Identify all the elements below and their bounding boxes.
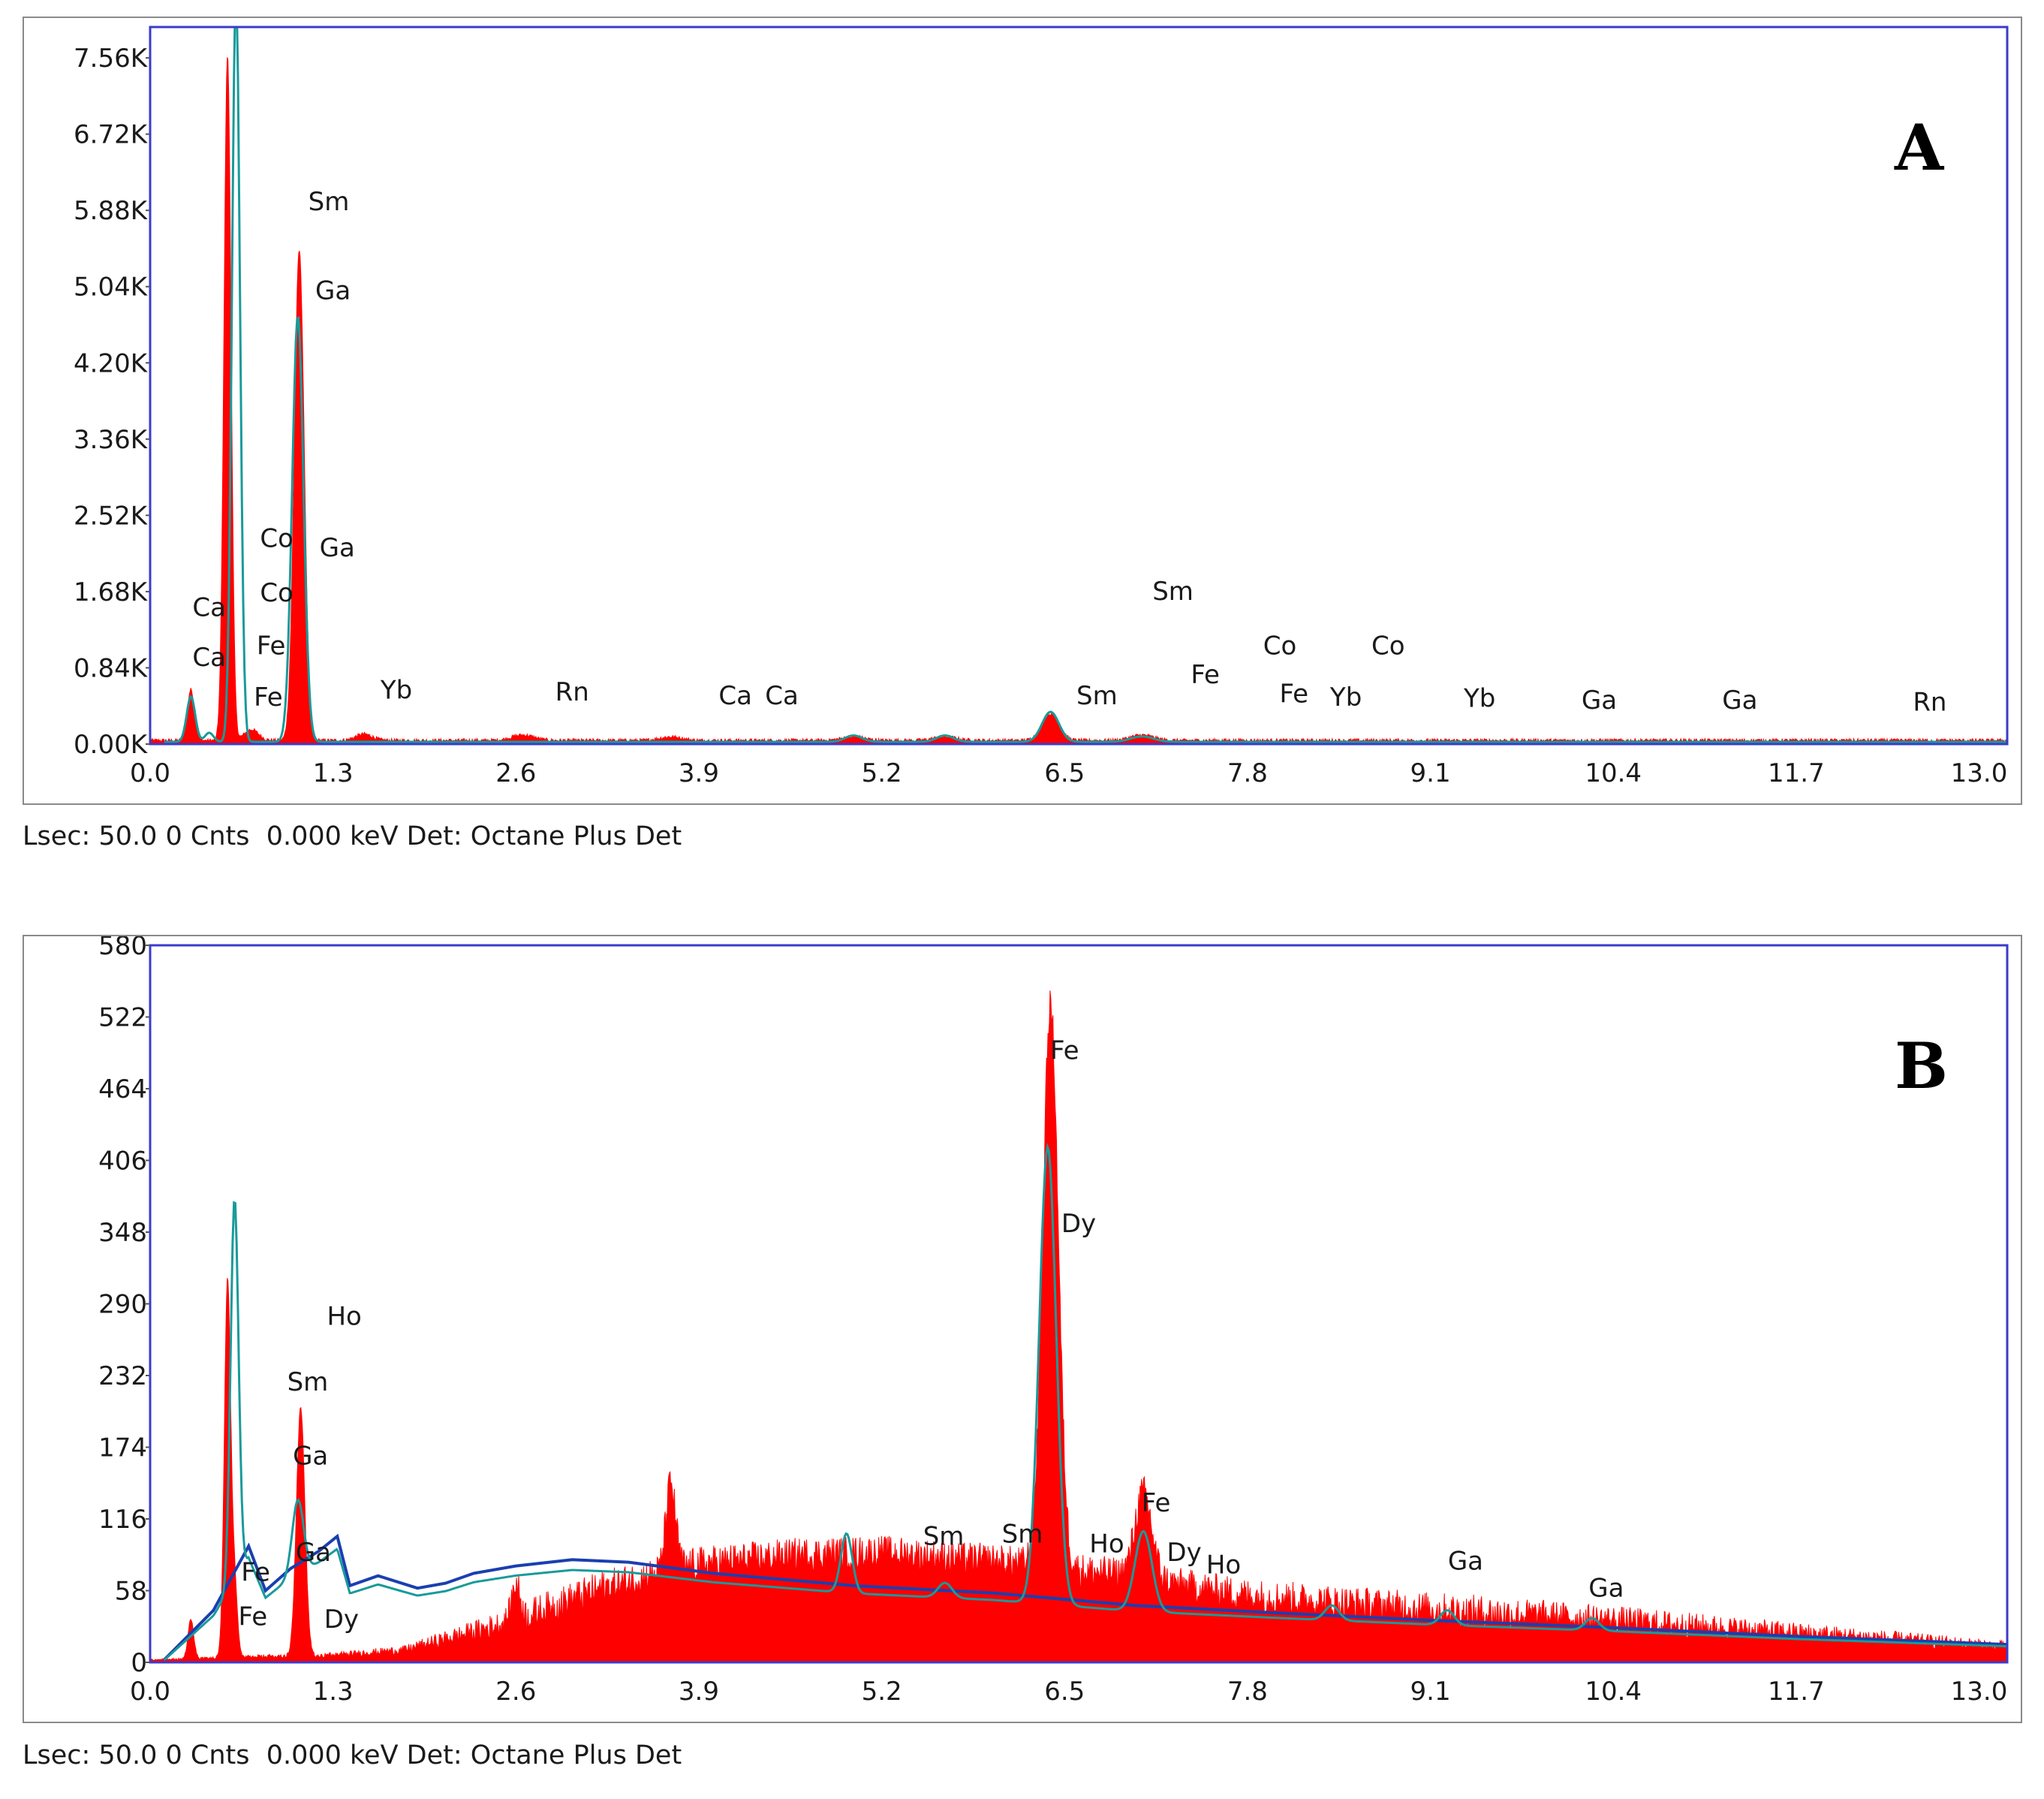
element-label: Fe	[239, 1602, 268, 1632]
spectrum-panel-b: 0 58 116 174 232 290 348 406 464 522 580 0.0 1.3 2.6 3…	[23, 935, 2022, 1723]
element-label: Ga	[1722, 686, 1757, 716]
element-label: Fe	[1191, 660, 1220, 690]
x-tick-label: 11.7	[1768, 758, 1825, 788]
element-label: Dy	[1061, 1209, 1096, 1239]
element-label: Dy	[1166, 1538, 1201, 1568]
x-tick-label: 7.8	[1227, 1677, 1268, 1707]
x-tick-label: 7.8	[1227, 758, 1268, 788]
x-tick-label: 3.9	[679, 758, 719, 788]
element-label: Yb	[380, 676, 412, 706]
x-tick-label: 2.6	[495, 1677, 536, 1707]
x-tick-label: 10.4	[1585, 758, 1642, 788]
x-tick-label: 0.0	[130, 758, 170, 788]
y-tick-label: 464	[98, 1074, 147, 1104]
x-tick-label: 9.1	[1410, 758, 1451, 788]
y-tick-label: 58	[115, 1577, 147, 1607]
y-tick-label: 580	[98, 936, 147, 961]
x-tick-label: 10.4	[1585, 1677, 1642, 1707]
element-label: Sm	[287, 1367, 329, 1397]
y-tick-label: 2.52K	[74, 501, 149, 531]
plot-area	[150, 27, 2007, 744]
element-label: Ga	[315, 276, 351, 306]
element-label: Ca	[765, 681, 799, 711]
element-label: Ca	[718, 681, 752, 711]
element-label: Ca	[192, 643, 226, 673]
x-tick-label: 5.2	[862, 1677, 902, 1707]
element-label: Ho	[1089, 1529, 1124, 1559]
y-tick-label: 406	[98, 1147, 147, 1177]
element-label: Ca	[192, 593, 226, 623]
y-tick-label: 3.36K	[74, 425, 149, 455]
element-label: Ho	[327, 1301, 361, 1331]
status-footer-a: Lsec: 50.0 0 Cnts 0.000 keV Det: Octane …	[23, 821, 682, 851]
y-tick-label: 0.84K	[74, 653, 149, 683]
y-tick-label: 348	[98, 1218, 147, 1248]
element-label: Fe	[1050, 1035, 1079, 1065]
y-tick-label: 7.56K	[74, 44, 149, 74]
element-label: Sm	[1152, 577, 1194, 607]
element-label: Fe	[254, 683, 283, 713]
spectrum-fill	[150, 57, 2007, 744]
element-label: Sm	[923, 1522, 965, 1552]
element-label: Co	[260, 578, 294, 608]
y-tick-label: 116	[98, 1505, 147, 1535]
element-label: Fe	[1279, 679, 1308, 709]
element-label: Sm	[1076, 681, 1118, 711]
x-tick-label: 3.9	[679, 1677, 719, 1707]
element-label: Ga	[1582, 686, 1617, 716]
element-label: Ho	[1206, 1550, 1241, 1580]
y-tick-label: 522	[98, 1003, 147, 1033]
element-label: Yb	[1463, 683, 1495, 713]
fit-curve	[164, 27, 2007, 743]
y-tick-label: 0	[131, 1648, 147, 1678]
x-tick-label: 13.0	[1951, 758, 2008, 788]
x-tick-label: 11.7	[1768, 1677, 1825, 1707]
element-label: Sm	[1002, 1519, 1043, 1549]
y-tick-label: 174	[98, 1433, 147, 1463]
y-tick-label: 4.20K	[74, 348, 149, 378]
spectrum-fill	[150, 990, 2007, 1662]
x-tick-label: 5.2	[862, 758, 902, 788]
y-tick-label: 6.72K	[74, 120, 149, 150]
element-label: Sm	[309, 187, 350, 217]
element-label: Ga	[293, 1442, 328, 1472]
panel-letter: B	[1895, 1029, 1948, 1103]
y-tick-label: 290	[98, 1290, 147, 1320]
fit-curve	[163, 1142, 2007, 1662]
element-label: Fe	[241, 1557, 270, 1587]
element-label: Rn	[555, 677, 589, 707]
element-label: Dy	[324, 1605, 359, 1635]
spectrum-chart-a: 0.00K 0.84K 1.68K 2.52K 3.36K 4.20K 5.04K 5.88K…	[74, 26, 2009, 788]
element-label: Rn	[1913, 687, 1946, 717]
element-label: Fe	[1142, 1488, 1171, 1518]
y-tick-label: 232	[98, 1361, 147, 1391]
element-label: Yb	[1329, 683, 1362, 713]
status-footer-b: Lsec: 50.0 0 Cnts 0.000 keV Det: Octane …	[23, 1740, 682, 1770]
x-tick-label: 1.3	[313, 1677, 354, 1707]
panel-letter: A	[1894, 110, 1945, 185]
element-label: Co	[1263, 631, 1297, 661]
x-tick-label: 2.6	[495, 758, 536, 788]
spectrum-panel-a: 0.00K 0.84K 1.68K 2.52K 3.36K 4.20K 5.04K 5.88K…	[23, 17, 2022, 805]
y-tick-label: 5.88K	[74, 196, 149, 226]
element-label: Ga	[1588, 1574, 1624, 1604]
element-label: Co	[1371, 631, 1405, 661]
plot-frame	[149, 26, 2009, 746]
x-tick-label: 0.0	[130, 1677, 170, 1707]
element-label: Fe	[257, 631, 286, 661]
plot-area	[150, 990, 2007, 1662]
x-tick-label: 13.0	[1951, 1677, 2008, 1707]
y-tick-label: 0.00K	[74, 730, 149, 760]
y-tick-label: 1.68K	[74, 577, 149, 607]
y-tick-label: 5.04K	[74, 273, 149, 303]
element-label: Ga	[320, 533, 355, 563]
element-label: Ga	[1448, 1547, 1483, 1577]
x-tick-label: 6.5	[1044, 758, 1085, 788]
spectrum-chart-b: 0 58 116 174 232 290 348 406 464 522 580 0.0 1.3 2.6 3…	[98, 936, 2009, 1707]
element-label: Co	[260, 524, 294, 554]
x-tick-label: 6.5	[1044, 1677, 1085, 1707]
x-tick-label: 9.1	[1410, 1677, 1451, 1707]
x-tick-label: 1.3	[313, 758, 354, 788]
element-label: Ga	[296, 1538, 331, 1568]
